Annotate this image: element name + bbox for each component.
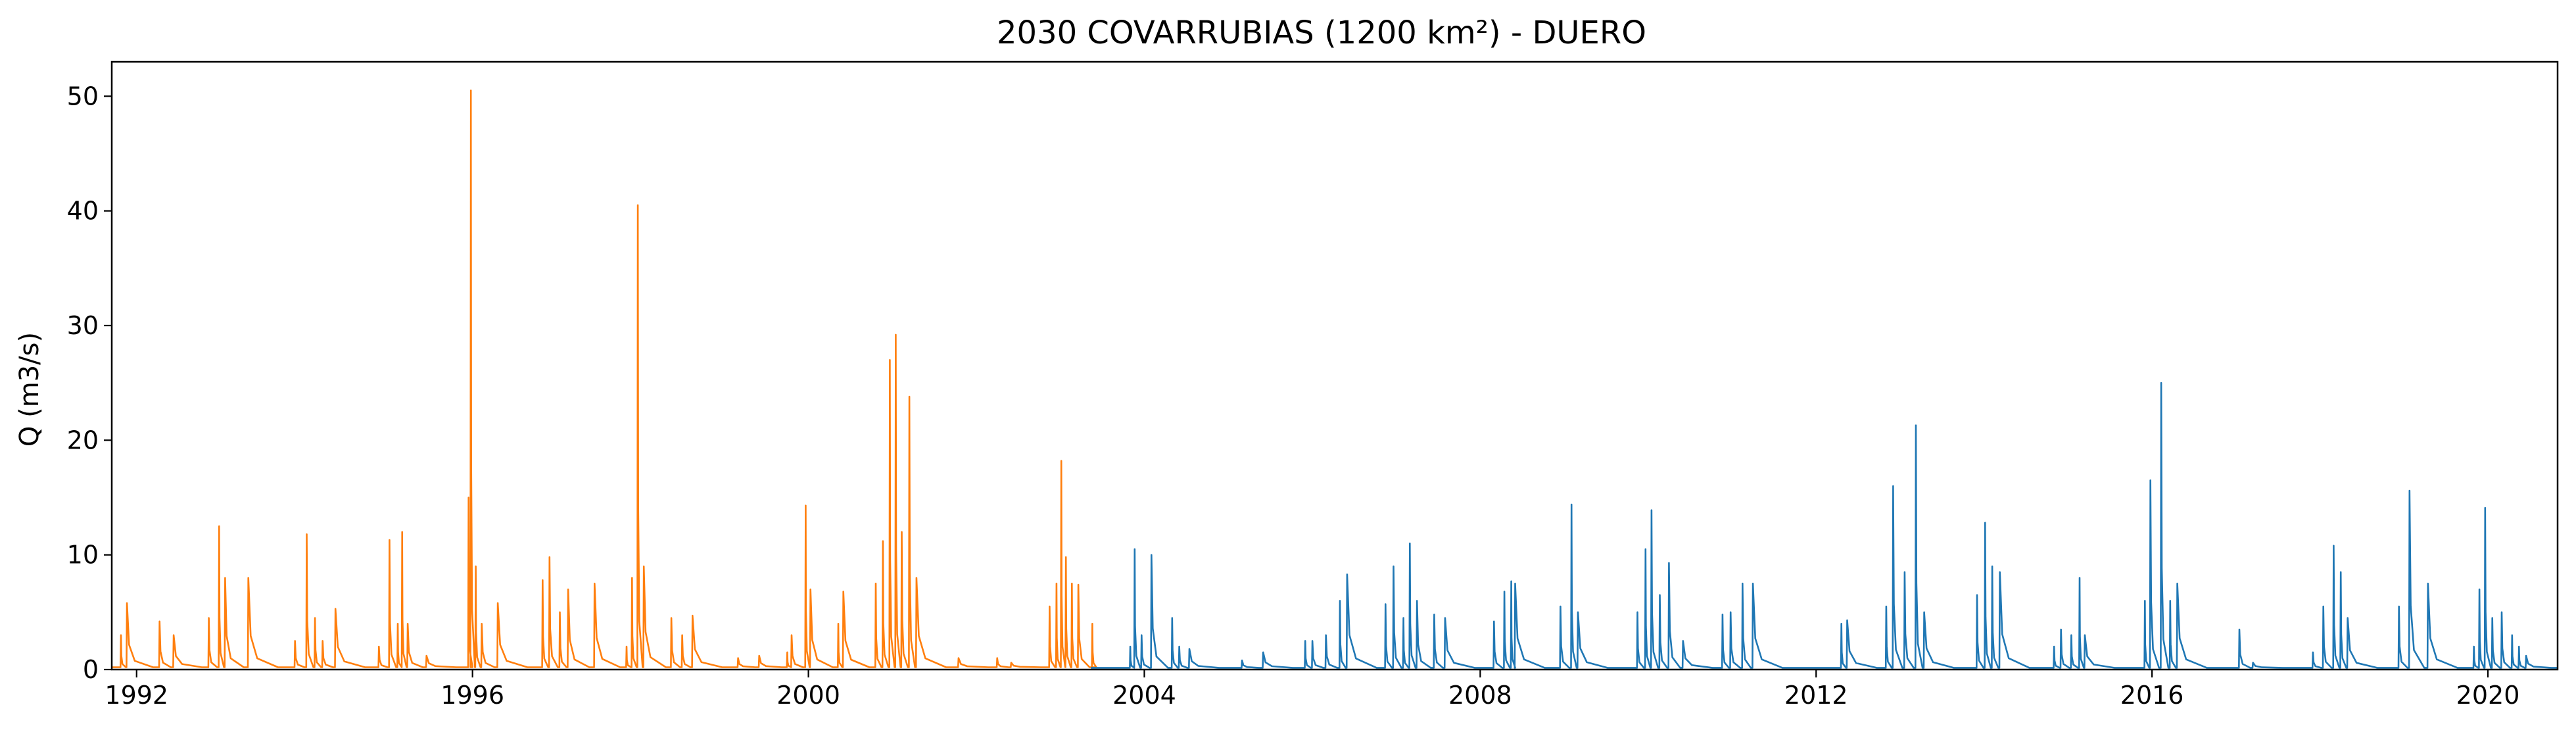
plot-frame	[110, 61, 2559, 671]
x-tick-label: 2012	[1784, 681, 1848, 710]
chart-title: 2030 COVARRUBIAS (1200 km²) - DUERO	[997, 14, 1646, 51]
series-line-1	[112, 89, 1097, 668]
y-tick-label: 30	[67, 311, 99, 340]
y-tick-label: 10	[67, 541, 99, 570]
y-tick-label: 20	[67, 426, 99, 454]
x-tick-label: 2008	[1448, 681, 1512, 710]
x-tick-label: 1996	[441, 681, 504, 710]
x-tick-label: 2004	[1112, 681, 1176, 710]
series-layer	[112, 89, 2558, 669]
y-axis-label: Q (m3/s)	[14, 332, 45, 447]
y-tick-label: 40	[67, 197, 99, 226]
x-tick-label: 2020	[2456, 681, 2520, 710]
y-tick-label: 0	[83, 655, 99, 684]
x-tick-label: 2000	[776, 681, 840, 710]
x-tick-label: 1992	[105, 681, 168, 710]
x-tick-label: 2016	[2120, 681, 2184, 710]
series-line-2	[1091, 381, 2558, 669]
axis-layer: 1992 1996 2000 2004 2008 2012 2016 2020 0 10 20 30 4…	[67, 82, 2520, 710]
y-tick-label: 50	[67, 82, 99, 110]
